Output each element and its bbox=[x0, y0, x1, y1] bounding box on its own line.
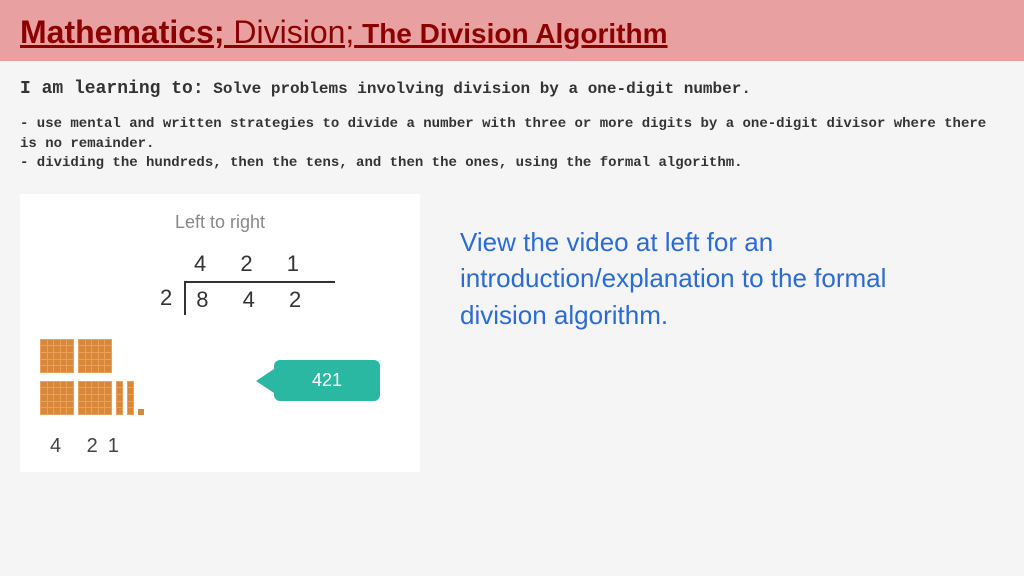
title-strong: Mathematics; bbox=[20, 14, 225, 50]
dividend: 8 4 2 bbox=[184, 281, 335, 315]
video-panel: Left to right 4 2 1 2 8 4 2 bbox=[20, 194, 420, 472]
page-title: Mathematics; Division; The Division Algo… bbox=[20, 14, 1004, 51]
result-badge: 421 bbox=[274, 360, 380, 401]
title-tail: The Division Algorithm bbox=[354, 18, 667, 49]
ten-block bbox=[116, 381, 123, 415]
hundred-block bbox=[40, 339, 74, 373]
title-mid: Division; bbox=[225, 14, 355, 50]
learning-text: Solve problems involving division by a o… bbox=[204, 80, 751, 98]
divisor: 2 bbox=[160, 285, 184, 311]
long-division: 4 2 1 2 8 4 2 bbox=[160, 251, 400, 315]
bullet-2: - dividing the hundreds, then the tens, … bbox=[20, 154, 1004, 174]
bullet-list: - use mental and written strategies to d… bbox=[0, 107, 1024, 184]
video-heading: Left to right bbox=[40, 212, 400, 233]
ten-block bbox=[127, 381, 134, 415]
hundred-block bbox=[78, 339, 112, 373]
small-result: 4 21 bbox=[50, 435, 400, 458]
instruction-text: View the video at left for an introducti… bbox=[460, 194, 1004, 333]
lower-row: 421 bbox=[40, 339, 400, 423]
division-row: 2 8 4 2 bbox=[160, 281, 400, 315]
bullet-1: - use mental and written strategies to d… bbox=[20, 115, 1004, 154]
hundred-block bbox=[40, 381, 74, 415]
header-band: Mathematics; Division; The Division Algo… bbox=[0, 0, 1024, 61]
content-row: Left to right 4 2 1 2 8 4 2 bbox=[0, 184, 1024, 482]
one-block bbox=[138, 409, 144, 415]
learning-label: I am learning to: bbox=[20, 79, 204, 99]
base-ten-blocks bbox=[40, 339, 144, 423]
quotient: 4 2 1 bbox=[160, 251, 400, 277]
hundred-block bbox=[78, 381, 112, 415]
learning-objective: I am learning to: Solve problems involvi… bbox=[0, 61, 1024, 107]
